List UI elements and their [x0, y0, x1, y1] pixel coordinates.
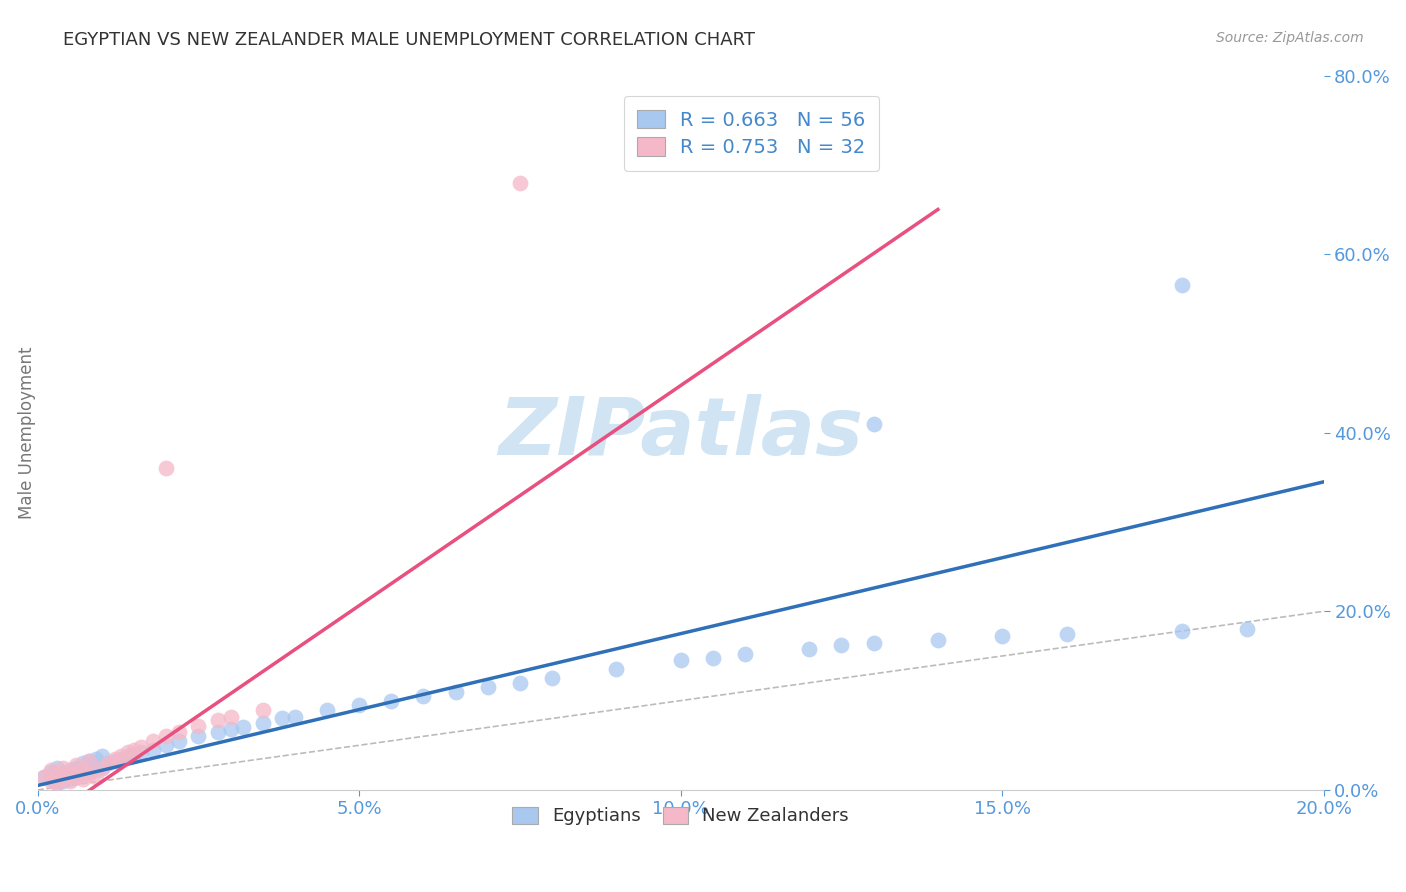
- Text: Source: ZipAtlas.com: Source: ZipAtlas.com: [1216, 31, 1364, 45]
- Point: [72, 756, 94, 771]
- Point: [91, 761, 114, 775]
- Point: [605, 662, 627, 676]
- Point: [477, 680, 499, 694]
- Point: [46, 761, 69, 775]
- Point: [271, 711, 294, 725]
- Point: [207, 713, 229, 727]
- Point: [65, 758, 87, 772]
- Point: [799, 641, 821, 656]
- Point: [104, 752, 127, 766]
- Point: [97, 756, 120, 771]
- Point: [59, 774, 82, 789]
- Point: [219, 722, 242, 736]
- Point: [830, 638, 852, 652]
- Point: [72, 764, 94, 778]
- Point: [1236, 622, 1258, 636]
- Point: [509, 675, 531, 690]
- Point: [39, 772, 62, 787]
- Point: [155, 738, 177, 752]
- Point: [232, 720, 254, 734]
- Point: [541, 671, 564, 685]
- Text: ZIPatlas: ZIPatlas: [498, 393, 863, 472]
- Point: [117, 749, 139, 764]
- Point: [734, 647, 756, 661]
- Point: [122, 743, 145, 757]
- Point: [77, 765, 100, 780]
- Point: [84, 764, 107, 778]
- Point: [1171, 624, 1194, 638]
- Point: [862, 417, 884, 431]
- Point: [39, 774, 62, 789]
- Point: [39, 765, 62, 780]
- Point: [1171, 278, 1194, 293]
- Point: [252, 715, 274, 730]
- Point: [142, 743, 165, 757]
- Point: [347, 698, 370, 712]
- Point: [862, 635, 884, 649]
- Point: [97, 756, 120, 771]
- Point: [39, 764, 62, 778]
- Point: [187, 729, 209, 743]
- Point: [129, 740, 152, 755]
- Point: [167, 733, 190, 747]
- Point: [77, 755, 100, 769]
- Point: [207, 724, 229, 739]
- Point: [284, 709, 307, 723]
- Point: [59, 772, 82, 787]
- Point: [104, 755, 127, 769]
- Point: [59, 765, 82, 780]
- Point: [669, 653, 692, 667]
- Point: [927, 632, 949, 647]
- Point: [252, 702, 274, 716]
- Point: [52, 761, 75, 775]
- Point: [509, 176, 531, 190]
- Point: [46, 767, 69, 781]
- Point: [32, 770, 55, 784]
- Point: [412, 689, 434, 703]
- Point: [77, 755, 100, 769]
- Point: [187, 718, 209, 732]
- Point: [91, 761, 114, 775]
- Point: [219, 709, 242, 723]
- Point: [46, 776, 69, 790]
- Point: [117, 746, 139, 760]
- Legend: Egyptians, New Zealanders: Egyptians, New Zealanders: [503, 797, 858, 835]
- Point: [52, 774, 75, 789]
- Point: [702, 650, 724, 665]
- Point: [167, 724, 190, 739]
- Point: [122, 747, 145, 762]
- Point: [84, 752, 107, 766]
- Point: [72, 767, 94, 781]
- Point: [72, 772, 94, 787]
- Point: [444, 684, 467, 698]
- Point: [52, 767, 75, 781]
- Point: [65, 770, 87, 784]
- Point: [110, 749, 132, 764]
- Point: [59, 764, 82, 778]
- Text: EGYPTIAN VS NEW ZEALANDER MALE UNEMPLOYMENT CORRELATION CHART: EGYPTIAN VS NEW ZEALANDER MALE UNEMPLOYM…: [63, 31, 755, 49]
- Point: [46, 776, 69, 790]
- Point: [110, 752, 132, 766]
- Point: [380, 693, 402, 707]
- Point: [77, 767, 100, 781]
- Point: [155, 729, 177, 743]
- Point: [129, 746, 152, 760]
- Point: [32, 770, 55, 784]
- Point: [46, 770, 69, 784]
- Point: [991, 629, 1014, 643]
- Point: [1056, 626, 1078, 640]
- Point: [316, 702, 339, 716]
- Point: [84, 770, 107, 784]
- Point: [142, 733, 165, 747]
- Point: [155, 461, 177, 475]
- Y-axis label: Male Unemployment: Male Unemployment: [18, 346, 35, 519]
- Point: [65, 770, 87, 784]
- Point: [91, 749, 114, 764]
- Point: [65, 761, 87, 775]
- Point: [52, 772, 75, 787]
